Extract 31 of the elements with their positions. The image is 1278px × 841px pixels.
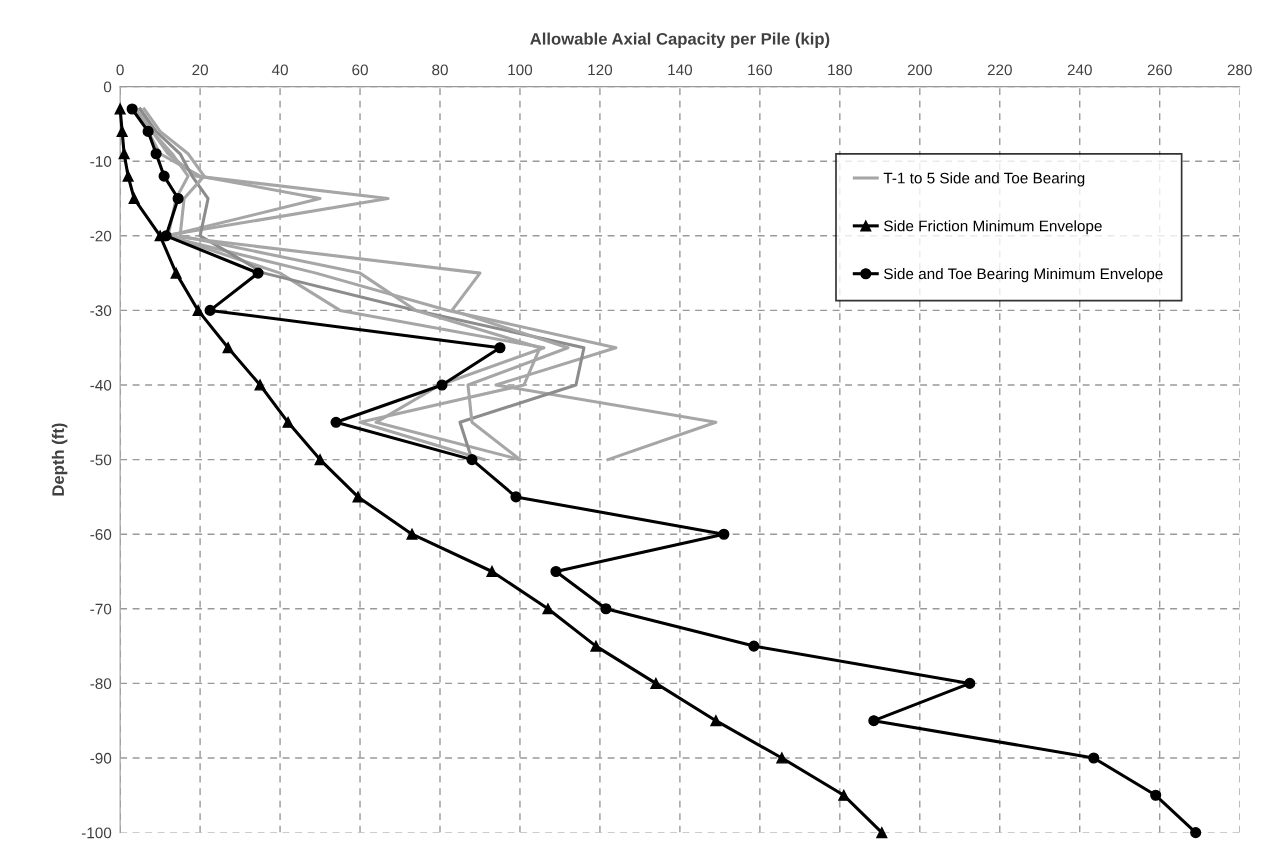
x-tick-label: 280 — [1227, 64, 1252, 76]
x-tick-label: 40 — [271, 64, 288, 76]
x-tick-label: 200 — [907, 64, 932, 76]
y-tick-label: -20 — [90, 230, 112, 242]
x-tick-label: 20 — [192, 64, 208, 76]
y-tick-label: 0 — [103, 81, 112, 93]
x-tick-label: 100 — [508, 64, 533, 76]
x-tick-label: 240 — [1067, 64, 1092, 76]
legend-label: Side Friction Minimum Envelope — [884, 220, 1102, 235]
x-tick-label: 60 — [352, 64, 368, 76]
x-axis-title: Allowable Axial Capacity per Pile (kip) — [530, 32, 830, 49]
x-tick-label: 220 — [987, 64, 1012, 76]
y-tick-label: -90 — [90, 752, 112, 764]
y-tick-label: -80 — [90, 678, 112, 690]
x-tick-label: 260 — [1147, 64, 1172, 76]
y-tick-label: -10 — [90, 156, 112, 167]
y-tick-label: -70 — [90, 603, 112, 615]
y-tick-label: -60 — [90, 529, 112, 540]
legend-label: T-1 to 5 Side and Toe Bearing — [883, 172, 1085, 187]
y-tick-label: -40 — [90, 379, 112, 391]
y-tick-label: -30 — [90, 305, 112, 317]
x-tick-label: 180 — [828, 64, 852, 76]
x-tick-label: 120 — [588, 64, 613, 76]
x-tick-label: 0 — [116, 64, 124, 76]
x-tick-label: 140 — [668, 64, 693, 76]
x-tick-label: 160 — [748, 64, 773, 76]
y-axis-title: Depth (ft) — [51, 423, 68, 496]
legend-label: Side and Toe Bearing Minimum Envelope — [884, 267, 1163, 283]
y-tick-label: -50 — [90, 454, 112, 466]
y-tick-label: -100 — [81, 827, 112, 839]
x-tick-label: 80 — [432, 64, 448, 76]
